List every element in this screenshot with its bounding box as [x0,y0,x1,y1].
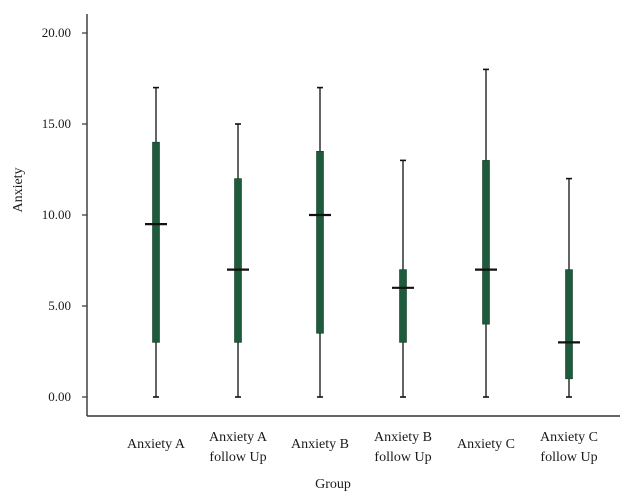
box-plot-series [145,68,580,398]
x-category-label: Anxiety A [209,430,268,445]
box-plot-group [309,86,331,398]
x-axis-title: Group [315,477,351,492]
box-plot-group [227,123,249,398]
y-tick-label: 10.00 [42,207,71,222]
box-iqr [482,160,490,325]
x-category-label: Anxiety B [374,430,432,445]
x-category-label: Anxiety C [457,437,515,452]
box-iqr [565,269,573,380]
y-axis-ticks: 0.00 5.00 10.00 15.00 20.00 [42,25,87,404]
x-category-label: follow Up [374,450,431,465]
x-axis-category-labels: Anxiety A Anxiety A follow Up Anxiety B Anxi… [127,430,598,465]
x-category-label: follow Up [540,450,597,465]
y-tick-label: 20.00 [42,25,71,40]
box-iqr [399,269,407,343]
y-axis-title: Anxiety [11,167,26,212]
box-iqr [316,151,324,334]
x-category-label: Anxiety A [127,437,186,452]
x-category-label: follow Up [209,450,266,465]
box-iqr [152,141,160,343]
box-iqr [234,178,242,343]
x-category-label: Anxiety B [291,437,349,452]
x-category-label: Anxiety C [540,430,598,445]
y-tick-label: 15.00 [42,116,71,131]
box-plot-group [145,86,167,398]
box-plot-group [392,159,414,398]
y-tick-label: 0.00 [48,389,71,404]
y-tick-label: 5.00 [48,298,71,313]
box-plot-group [558,177,580,398]
chart-axes [86,14,620,417]
box-plot-group [475,68,497,398]
